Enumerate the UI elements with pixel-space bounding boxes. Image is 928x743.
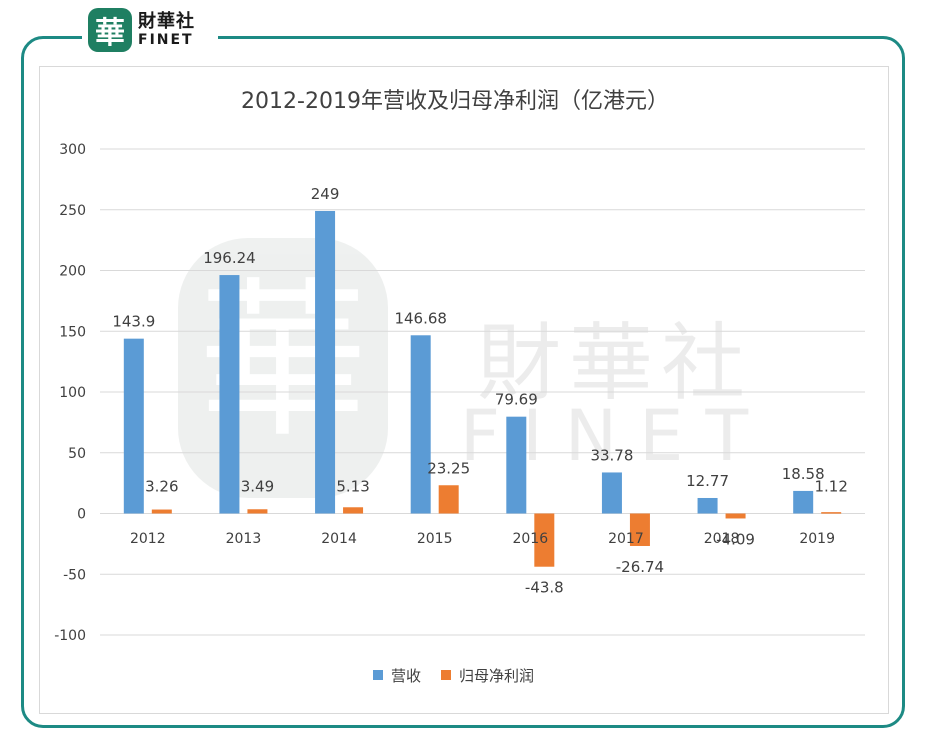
x-tick-label: 2017 xyxy=(608,531,644,547)
y-tick-label: -50 xyxy=(63,567,86,583)
data-labels: 143.9 3.26 196.24 3.49 249 5.13 146.68 23.25 79.… xyxy=(112,185,848,597)
x-tick-label: 2013 xyxy=(226,531,262,547)
legend-label-profit: 归母净利润 xyxy=(459,667,534,685)
chart-area xyxy=(39,66,889,714)
x-tick-label: 2016 xyxy=(512,531,548,547)
legend-swatch-revenue xyxy=(373,670,383,680)
data-label-revenue: 18.58 xyxy=(782,465,825,483)
bar-revenue xyxy=(410,335,431,514)
bar-revenue xyxy=(123,338,144,514)
bar-profit xyxy=(151,509,172,514)
legend-swatch-profit xyxy=(441,670,451,680)
y-tick-label: 250 xyxy=(59,203,86,219)
bar-profit xyxy=(534,513,555,567)
y-tick-label: 100 xyxy=(59,385,86,401)
y-tick-label: 150 xyxy=(59,324,86,340)
logo-chinese-name: 財華社 xyxy=(138,11,195,32)
y-tick-label: 50 xyxy=(68,446,86,462)
watermark-chinese: 財華社 xyxy=(477,314,753,412)
bar-profit xyxy=(725,513,746,519)
y-tick-label: 200 xyxy=(59,264,86,280)
legend-label-revenue: 营收 xyxy=(391,667,421,685)
bar-revenue xyxy=(506,416,527,514)
data-label-revenue: 79.69 xyxy=(495,391,538,409)
x-tick-label: 2015 xyxy=(417,531,453,547)
outer-frame xyxy=(21,36,905,728)
y-tick-label: 0 xyxy=(77,507,86,523)
bar-revenue xyxy=(697,497,718,514)
bar-revenue xyxy=(793,490,814,514)
y-tick-label: -100 xyxy=(54,628,86,644)
y-tick-label: 300 xyxy=(59,142,86,158)
bars xyxy=(123,210,842,567)
chart-title: 2012-2019年营收及归母净利润（亿港元） xyxy=(241,89,669,114)
x-tick-label: 2012 xyxy=(130,531,166,547)
data-label-profit: 1.12 xyxy=(814,478,847,496)
bar-profit xyxy=(629,513,650,546)
bar-revenue xyxy=(601,472,622,514)
data-label-revenue: 12.77 xyxy=(686,472,729,490)
data-label-profit: -43.8 xyxy=(525,579,564,597)
x-tick-label: 2014 xyxy=(321,531,357,547)
bar-profit xyxy=(821,512,842,514)
data-label-profit: 23.25 xyxy=(427,459,470,477)
logo-mark: 華 xyxy=(88,8,132,52)
bar-profit xyxy=(343,507,364,514)
gridlines xyxy=(100,148,865,636)
data-label-profit: 3.49 xyxy=(241,478,274,496)
bar-revenue xyxy=(219,275,240,514)
x-tick-label: 2019 xyxy=(799,531,835,547)
logo-english-name: FINET xyxy=(138,32,194,48)
bar-revenue xyxy=(315,210,336,514)
data-label-profit: 5.13 xyxy=(336,478,369,496)
data-label-profit: -4.09 xyxy=(716,530,755,548)
data-label-revenue: 196.24 xyxy=(203,249,256,267)
data-label-revenue: 33.78 xyxy=(590,446,633,464)
x-axis: 2012 2013 2014 2015 2016 2017 2018 2019 xyxy=(130,531,835,547)
x-tick-label: 2018 xyxy=(704,531,740,547)
data-label-revenue: 249 xyxy=(311,185,340,203)
watermark: 華 財華社 FINET xyxy=(178,238,753,498)
bar-profit xyxy=(438,485,459,514)
data-label-revenue: 146.68 xyxy=(394,309,447,327)
legend: 营收 归母净利润 xyxy=(373,667,534,685)
data-label-revenue: 143.9 xyxy=(112,313,155,331)
bar-profit xyxy=(247,509,268,514)
y-axis: 300 250 200 150 100 50 0 -50 -100 xyxy=(54,142,86,644)
data-label-profit: -26.74 xyxy=(616,558,664,576)
data-label-profit: 3.26 xyxy=(145,478,178,496)
finet-logo: 華 財華社 FINET xyxy=(82,4,218,56)
